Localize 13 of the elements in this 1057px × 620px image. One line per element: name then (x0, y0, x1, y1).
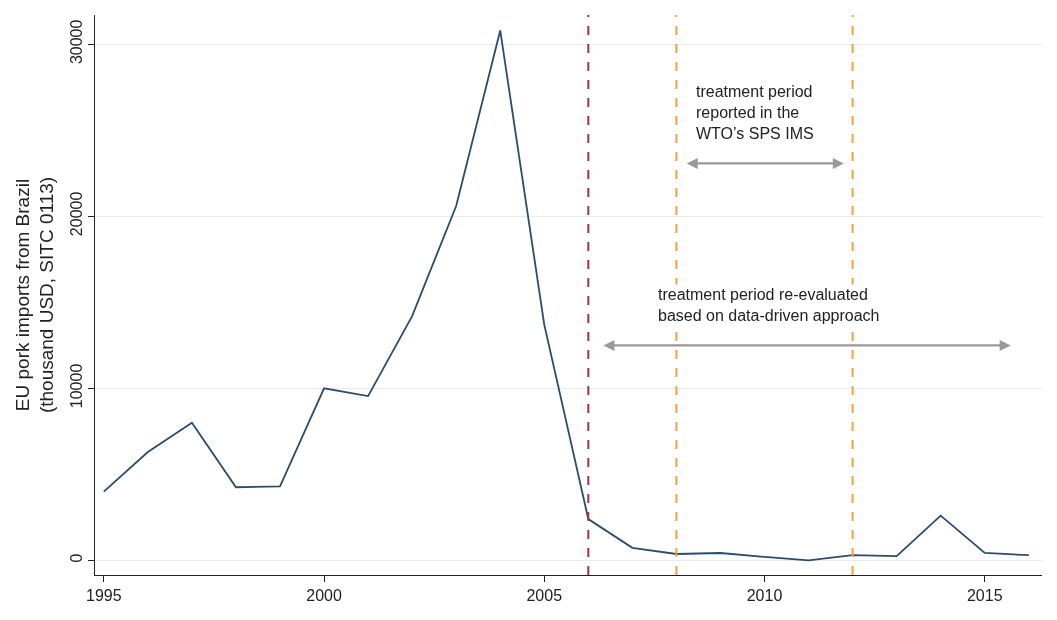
y-axis-title: EU pork imports from Brazil (thousand USD, SITC 0113) (11, 176, 58, 414)
y-tick-label: 0 (67, 553, 85, 563)
y-tick-label: 30000 (67, 19, 85, 65)
x-tick-label: 2005 (526, 587, 563, 605)
x-tick-label: 2015 (966, 587, 1003, 605)
x-tick-label: 2010 (746, 587, 783, 605)
y-tick-label: 10000 (67, 363, 85, 409)
y-tick-label: 20000 (67, 191, 85, 237)
x-tick-label: 1995 (86, 587, 122, 605)
line-series (102, 29, 1030, 562)
annotation: treatment period reported in the WTO’s SPS IMS (696, 83, 814, 142)
x-tick-label: 2000 (306, 587, 342, 605)
annotation: treatment period re-evaluated based on data-driven approach (658, 286, 880, 324)
